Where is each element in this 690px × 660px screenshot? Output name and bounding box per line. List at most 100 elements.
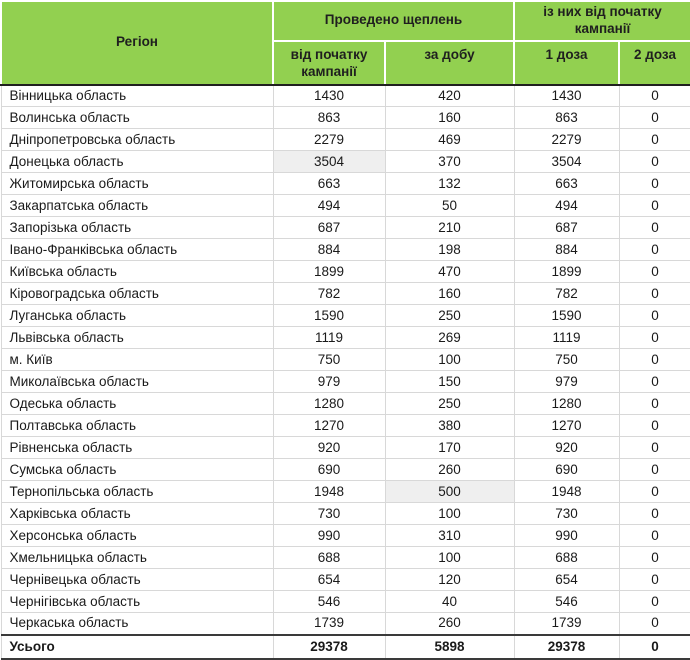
table-row: Житомирська область 663 132 663 0 [0, 172, 690, 196]
totals-label: Усього [0, 633, 274, 660]
region-cell: м. Київ [0, 348, 274, 372]
value-cell: 3504 [513, 150, 620, 174]
value-cell: 990 [272, 524, 386, 548]
value-cell: 663 [272, 172, 386, 196]
region-cell: Київська область [0, 260, 274, 284]
value-cell: 979 [513, 370, 620, 394]
table-row: Хмельницька область 688 100 688 0 [0, 546, 690, 570]
value-cell: 0 [618, 348, 690, 372]
table-row: Чернівецька область 654 120 654 0 [0, 568, 690, 592]
header-group-of-them-since-campaign-start: із них від початку кампанії [512, 0, 690, 42]
value-cell: 920 [513, 436, 620, 460]
value-cell: 750 [272, 348, 386, 372]
value-cell: 469 [384, 128, 515, 152]
header-group-vaccinations-performed: Проведено щеплень [272, 0, 515, 42]
value-cell: 0 [618, 414, 690, 438]
value-cell: 654 [513, 568, 620, 592]
value-cell: 1948 [513, 480, 620, 504]
value-cell: 546 [272, 590, 386, 614]
value-cell: 0 [618, 172, 690, 196]
value-cell: 1430 [272, 84, 386, 108]
value-cell: 250 [384, 392, 515, 416]
value-cell: 0 [618, 326, 690, 350]
value-cell: 0 [618, 612, 690, 636]
value-cell: 250 [384, 304, 515, 328]
value-cell: 687 [513, 216, 620, 240]
value-cell: 0 [618, 216, 690, 240]
value-cell: 260 [384, 612, 515, 636]
totals-row: Усього 29378 5898 29378 0 [0, 633, 690, 660]
region-cell: Кіровоградська область [0, 282, 274, 306]
region-cell: Тернопільська область [0, 480, 274, 504]
value-cell: 260 [384, 458, 515, 482]
value-cell: 0 [618, 84, 690, 108]
region-cell: Сумська область [0, 458, 274, 482]
value-cell: 0 [618, 194, 690, 218]
header-col-dose-2: 2 доза [617, 39, 690, 86]
table-body: Вінницька область 1430 420 1430 0 Волинська о… [0, 84, 690, 636]
table-row: Кіровоградська область 782 160 782 0 [0, 282, 690, 306]
value-cell: 0 [618, 282, 690, 306]
value-cell: 0 [618, 106, 690, 130]
value-cell: 160 [384, 282, 515, 306]
value-cell: 1948 [272, 480, 386, 504]
value-cell: 1119 [272, 326, 386, 350]
value-cell: 1280 [272, 392, 386, 416]
region-cell: Донецька область [0, 150, 274, 174]
value-cell: 494 [513, 194, 620, 218]
value-cell: 160 [384, 106, 515, 130]
totals-value-dose-1: 29378 [513, 633, 620, 660]
value-cell: 750 [513, 348, 620, 372]
value-cell: 310 [384, 524, 515, 548]
region-cell: Херсонська область [0, 524, 274, 548]
table-row: Черкаська область 1739 260 1739 0 [0, 612, 690, 636]
value-cell: 863 [513, 106, 620, 130]
table-row: Полтавська область 1270 380 1270 0 [0, 414, 690, 438]
value-cell: 2279 [272, 128, 386, 152]
region-cell: Волинська область [0, 106, 274, 130]
table-row: Волинська область 863 160 863 0 [0, 106, 690, 130]
value-cell: 1590 [272, 304, 386, 328]
region-cell: Дніпропетровська область [0, 128, 274, 152]
value-cell: 1119 [513, 326, 620, 350]
value-cell: 500 [384, 480, 515, 504]
table-row: Вінницька область 1430 420 1430 0 [0, 84, 690, 108]
totals-value-since-start: 29378 [272, 633, 386, 660]
value-cell: 380 [384, 414, 515, 438]
table-row: Дніпропетровська область 2279 469 2279 0 [0, 128, 690, 152]
value-cell: 782 [272, 282, 386, 306]
value-cell: 1270 [272, 414, 386, 438]
region-cell: Житомирська область [0, 172, 274, 196]
value-cell: 50 [384, 194, 515, 218]
value-cell: 170 [384, 436, 515, 460]
table-row: Сумська область 690 260 690 0 [0, 458, 690, 482]
value-cell: 494 [272, 194, 386, 218]
table-row: Луганська область 1590 250 1590 0 [0, 304, 690, 328]
value-cell: 0 [618, 304, 690, 328]
table-row: Івано-Франківська область 884 198 884 0 [0, 238, 690, 262]
value-cell: 0 [618, 370, 690, 394]
value-cell: 370 [384, 150, 515, 174]
value-cell: 690 [272, 458, 386, 482]
region-cell: Рівненська область [0, 436, 274, 460]
table-header: Регіон Проведено щеплень із них від поча… [0, 0, 690, 86]
value-cell: 470 [384, 260, 515, 284]
table-row: Рівненська область 920 170 920 0 [0, 436, 690, 460]
value-cell: 1430 [513, 84, 620, 108]
value-cell: 884 [272, 238, 386, 262]
region-cell: Чернігівська область [0, 590, 274, 614]
value-cell: 654 [272, 568, 386, 592]
value-cell: 0 [618, 568, 690, 592]
value-cell: 688 [513, 546, 620, 570]
table-row: м. Київ 750 100 750 0 [0, 348, 690, 372]
value-cell: 1280 [513, 392, 620, 416]
value-cell: 40 [384, 590, 515, 614]
table-row: Львівська область 1119 269 1119 0 [0, 326, 690, 350]
value-cell: 0 [618, 590, 690, 614]
value-cell: 0 [618, 128, 690, 152]
value-cell: 979 [272, 370, 386, 394]
table-row: Закарпатська область 494 50 494 0 [0, 194, 690, 218]
region-cell: Чернівецька область [0, 568, 274, 592]
region-cell: Луганська область [0, 304, 274, 328]
